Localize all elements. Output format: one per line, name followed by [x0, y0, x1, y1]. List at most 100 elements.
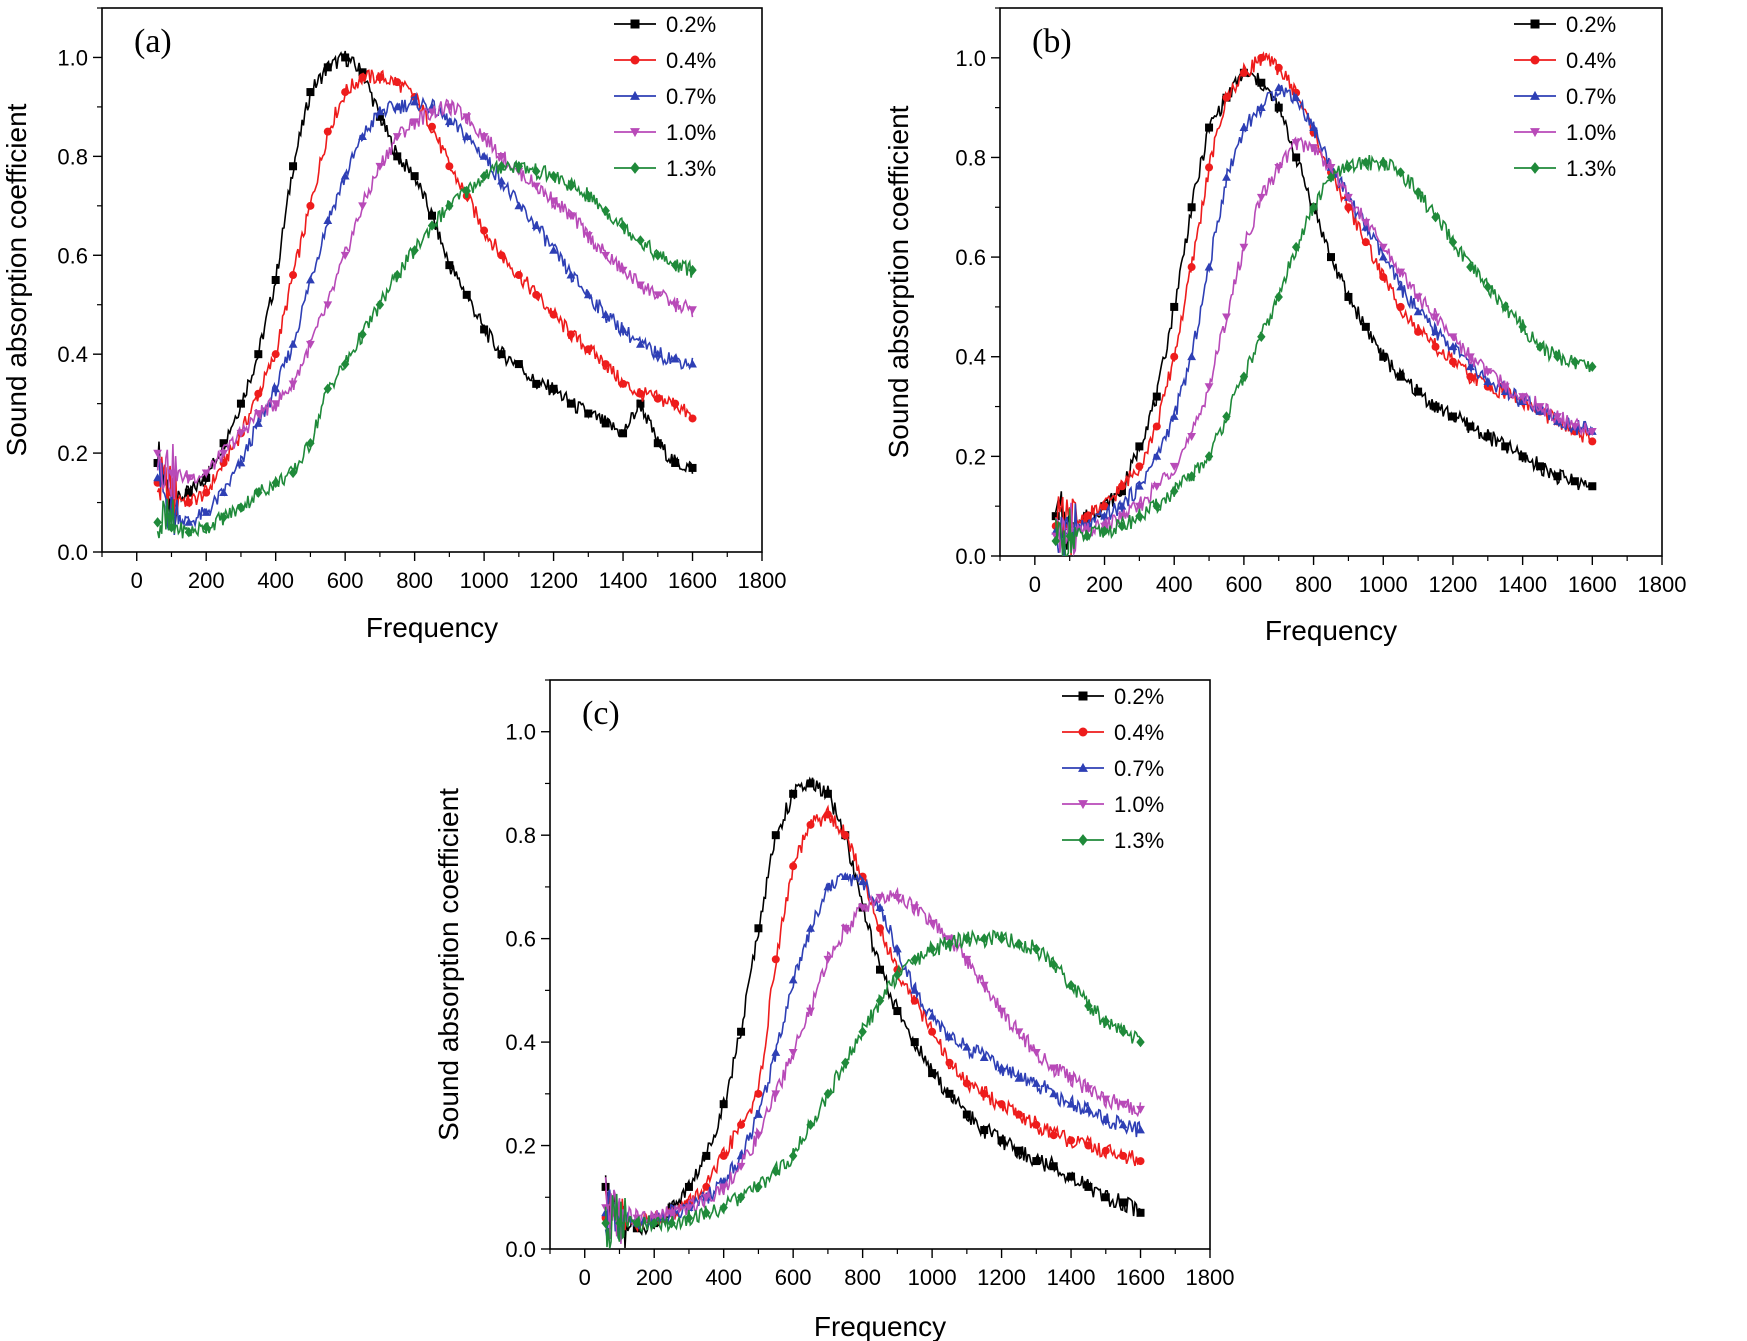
data-point-a-0 [480, 325, 489, 334]
data-point-b-0 [1187, 203, 1196, 212]
plot-frame-b [999, 7, 1663, 557]
data-point-a-1 [671, 399, 680, 408]
data-point-a-3 [306, 340, 315, 349]
data-point-a-2 [358, 131, 367, 140]
legend-label-c-1: 0.4% [1114, 720, 1164, 745]
legend-a: 0.2% 0.4% 0.7% 1.0% 1.3% [614, 12, 716, 181]
data-point-c-2 [806, 923, 815, 932]
x-tick-label-b: 1600 [1568, 572, 1617, 597]
data-point-a-1 [636, 389, 645, 398]
data-point-c-1 [806, 820, 815, 829]
data-point-c-2 [858, 877, 868, 886]
legend-label-a-1: 0.4% [666, 48, 716, 73]
data-point-b-1 [1396, 302, 1405, 311]
data-point-a-2 [444, 117, 454, 126]
legend-marker-c-1 [1078, 727, 1088, 737]
data-point-b-1 [1379, 273, 1388, 282]
data-point-a-0 [532, 379, 541, 388]
data-point-c-3 [1066, 1074, 1076, 1083]
data-point-b-1 [1431, 342, 1440, 351]
data-point-b-3 [1378, 243, 1388, 252]
y-tick-label-a: 0.2 [57, 441, 88, 466]
data-point-b-0 [1483, 432, 1492, 441]
y-tick-label-a: 0.4 [57, 342, 88, 367]
y-axis-title-c: Sound absorption coefficient [433, 788, 464, 1141]
legend-marker-c-4 [1078, 834, 1088, 846]
data-point-b-4 [1448, 236, 1458, 248]
data-point-a-0 [289, 162, 298, 171]
data-point-b-4 [1588, 361, 1597, 372]
data-point-a-3 [670, 301, 680, 310]
data-point-c-4 [875, 995, 885, 1006]
series-a-1 [153, 69, 697, 517]
data-point-b-4 [1379, 157, 1388, 168]
data-point-c-0 [1084, 1182, 1093, 1191]
panel-label-c: (c) [582, 695, 620, 732]
x-tick-label-a: 0 [131, 568, 143, 593]
data-point-c-4 [632, 1217, 642, 1229]
data-point-b-3 [1570, 423, 1580, 432]
data-point-a-3 [497, 152, 506, 161]
data-point-a-3 [236, 429, 246, 438]
data-point-b-2 [1187, 352, 1197, 361]
data-point-b-1 [1117, 482, 1126, 491]
data-point-a-3 [462, 113, 472, 122]
data-point-b-0 [1396, 372, 1405, 381]
x-tick-label-b: 600 [1226, 572, 1263, 597]
data-point-a-3 [410, 118, 420, 127]
data-point-b-4 [1483, 281, 1492, 293]
data-point-b-4 [1152, 500, 1161, 512]
data-point-c-0 [962, 1110, 971, 1119]
data-point-c-1 [945, 1058, 954, 1067]
data-point-a-0 [323, 63, 332, 72]
data-point-c-3 [684, 1204, 694, 1213]
data-point-c-2 [1031, 1078, 1041, 1087]
series-a-0 [153, 50, 697, 531]
data-point-a-1 [358, 73, 367, 82]
data-point-c-3 [1014, 1028, 1024, 1037]
data-point-b-2 [1291, 93, 1301, 102]
y-tick-label-b: 0.8 [955, 145, 986, 170]
data-point-a-4 [202, 522, 211, 533]
data-point-c-4 [1118, 1026, 1128, 1037]
data-point-c-1 [980, 1089, 989, 1098]
data-point-a-2 [601, 310, 611, 319]
legend-marker-b-4 [1530, 162, 1540, 174]
y-tick-label-a: 1.0 [57, 45, 88, 70]
data-point-a-4 [566, 180, 576, 192]
data-point-b-2 [1152, 451, 1162, 460]
data-point-a-4 [532, 166, 541, 177]
data-point-a-4 [410, 245, 419, 256]
data-point-a-2 [288, 339, 298, 348]
data-point-a-0 [254, 350, 263, 359]
data-point-c-4 [858, 1026, 867, 1037]
data-point-a-3 [636, 281, 645, 290]
data-point-c-4 [1066, 979, 1076, 991]
y-tick-label-c: 0.6 [505, 927, 536, 952]
data-point-b-1 [1466, 372, 1475, 381]
data-point-a-4 [653, 250, 662, 261]
data-point-c-4 [1084, 1000, 1093, 1012]
data-point-c-4 [980, 933, 989, 944]
data-point-b-4 [1361, 157, 1371, 168]
data-point-a-3 [340, 251, 350, 260]
data-point-b-2 [1378, 252, 1388, 261]
data-point-b-2 [1396, 282, 1406, 291]
data-point-a-1 [184, 498, 193, 507]
legend-label-c-3: 1.0% [1114, 792, 1164, 817]
data-point-c-2 [754, 1109, 763, 1118]
x-tick-label-c: 1200 [977, 1265, 1026, 1290]
data-point-a-0 [653, 439, 662, 448]
legend-marker-b-1 [1530, 55, 1540, 65]
data-point-b-4 [1570, 356, 1580, 367]
data-point-c-2 [962, 1042, 972, 1051]
data-point-c-0 [702, 1151, 711, 1160]
legend-b: 0.2% 0.4% 0.7% 1.0% 1.3% [1514, 12, 1616, 181]
series-a-4 [153, 159, 697, 539]
data-point-c-0 [997, 1136, 1006, 1145]
data-point-b-1 [1257, 53, 1266, 62]
y-axis-title-b: Sound absorption coefficient [883, 105, 914, 458]
data-point-a-0 [393, 152, 402, 161]
data-point-c-1 [823, 810, 832, 819]
data-point-a-4 [236, 502, 246, 513]
